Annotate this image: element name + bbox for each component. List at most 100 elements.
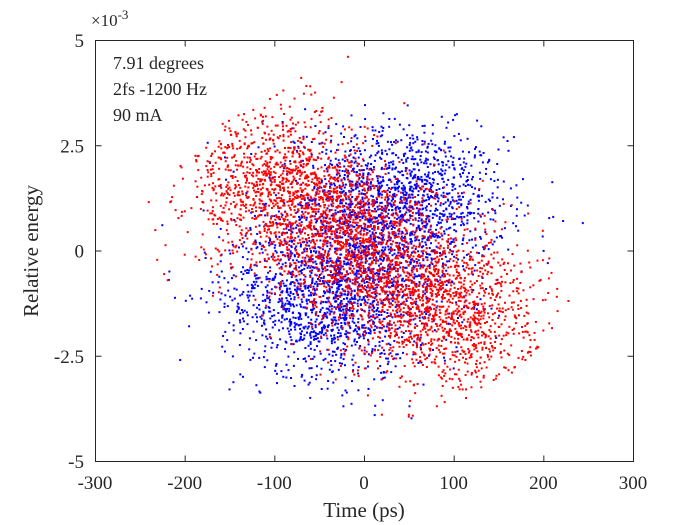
blue-point bbox=[354, 298, 357, 301]
blue-point bbox=[351, 189, 354, 192]
red-point bbox=[463, 301, 466, 304]
red-point bbox=[481, 330, 484, 333]
blue-point bbox=[372, 138, 374, 140]
blue-point bbox=[389, 236, 392, 239]
red-point bbox=[399, 221, 402, 224]
blue-point bbox=[370, 194, 373, 197]
blue-point bbox=[328, 289, 331, 292]
blue-point bbox=[310, 367, 313, 370]
blue-point bbox=[433, 158, 436, 160]
blue-point bbox=[400, 238, 403, 241]
blue-point bbox=[515, 184, 518, 187]
blue-point bbox=[340, 292, 343, 295]
red-point bbox=[467, 348, 470, 350]
red-point bbox=[190, 207, 193, 210]
blue-point bbox=[352, 364, 355, 367]
red-point bbox=[285, 180, 288, 183]
blue-point bbox=[402, 174, 405, 177]
red-point bbox=[246, 171, 249, 174]
red-point bbox=[320, 110, 323, 113]
blue-point bbox=[451, 207, 454, 210]
blue-point bbox=[345, 310, 348, 313]
red-point bbox=[271, 215, 274, 218]
blue-point bbox=[288, 229, 291, 231]
blue-point bbox=[297, 203, 300, 206]
blue-point bbox=[444, 201, 447, 204]
blue-point bbox=[329, 159, 332, 162]
blue-point bbox=[453, 255, 456, 258]
red-point bbox=[250, 129, 252, 132]
blue-point bbox=[346, 220, 349, 223]
blue-point bbox=[449, 242, 451, 245]
blue-point bbox=[344, 389, 347, 392]
blue-point bbox=[268, 244, 271, 247]
blue-point bbox=[426, 151, 429, 154]
red-point bbox=[227, 241, 230, 244]
blue-point bbox=[278, 298, 281, 301]
red-point bbox=[466, 338, 469, 341]
red-point bbox=[251, 208, 254, 210]
blue-point bbox=[452, 156, 455, 159]
red-point bbox=[264, 132, 266, 135]
red-point bbox=[280, 232, 283, 235]
red-point bbox=[358, 264, 361, 267]
blue-point bbox=[381, 252, 384, 255]
red-point bbox=[298, 137, 301, 139]
red-point bbox=[239, 145, 242, 148]
blue-point bbox=[498, 204, 501, 207]
blue-point bbox=[304, 325, 307, 328]
blue-point bbox=[355, 244, 357, 247]
red-point bbox=[236, 250, 239, 253]
red-point bbox=[308, 226, 311, 229]
blue-point bbox=[323, 327, 326, 330]
blue-point bbox=[457, 132, 460, 135]
red-point bbox=[424, 327, 427, 330]
blue-point bbox=[239, 321, 242, 324]
blue-point bbox=[300, 298, 303, 301]
blue-point bbox=[435, 207, 437, 210]
red-point bbox=[453, 295, 456, 298]
blue-point bbox=[480, 125, 483, 128]
red-point bbox=[280, 242, 283, 245]
red-point bbox=[255, 194, 258, 197]
blue-point bbox=[341, 209, 344, 212]
blue-point bbox=[421, 284, 424, 287]
red-point bbox=[237, 194, 240, 197]
blue-point bbox=[283, 318, 286, 321]
blue-point bbox=[242, 311, 244, 314]
red-point bbox=[250, 133, 253, 136]
blue-point bbox=[366, 275, 369, 277]
blue-point bbox=[289, 290, 292, 293]
blue-point bbox=[515, 214, 518, 217]
red-point bbox=[303, 197, 306, 200]
red-point bbox=[506, 352, 509, 355]
red-point bbox=[455, 355, 458, 358]
red-point bbox=[272, 252, 275, 255]
red-point bbox=[319, 215, 322, 218]
blue-point bbox=[364, 104, 366, 107]
blue-point bbox=[430, 186, 433, 189]
blue-point bbox=[453, 168, 456, 171]
red-point bbox=[225, 185, 228, 188]
red-point bbox=[293, 239, 296, 242]
blue-point bbox=[345, 316, 348, 319]
red-point bbox=[420, 333, 423, 336]
red-point bbox=[402, 302, 405, 305]
blue-point bbox=[267, 306, 270, 308]
red-point bbox=[527, 212, 530, 215]
blue-point bbox=[374, 325, 377, 328]
blue-point bbox=[408, 169, 411, 172]
blue-point bbox=[232, 324, 235, 327]
red-point bbox=[200, 246, 203, 249]
red-point bbox=[407, 325, 410, 328]
blue-point bbox=[307, 344, 310, 347]
blue-point bbox=[364, 261, 367, 264]
blue-point bbox=[375, 175, 378, 178]
blue-point bbox=[269, 239, 271, 242]
red-point bbox=[477, 333, 479, 336]
blue-point bbox=[472, 273, 474, 276]
red-point bbox=[183, 210, 186, 213]
red-point bbox=[288, 244, 291, 247]
blue-point bbox=[489, 178, 492, 181]
blue-point bbox=[321, 141, 324, 144]
